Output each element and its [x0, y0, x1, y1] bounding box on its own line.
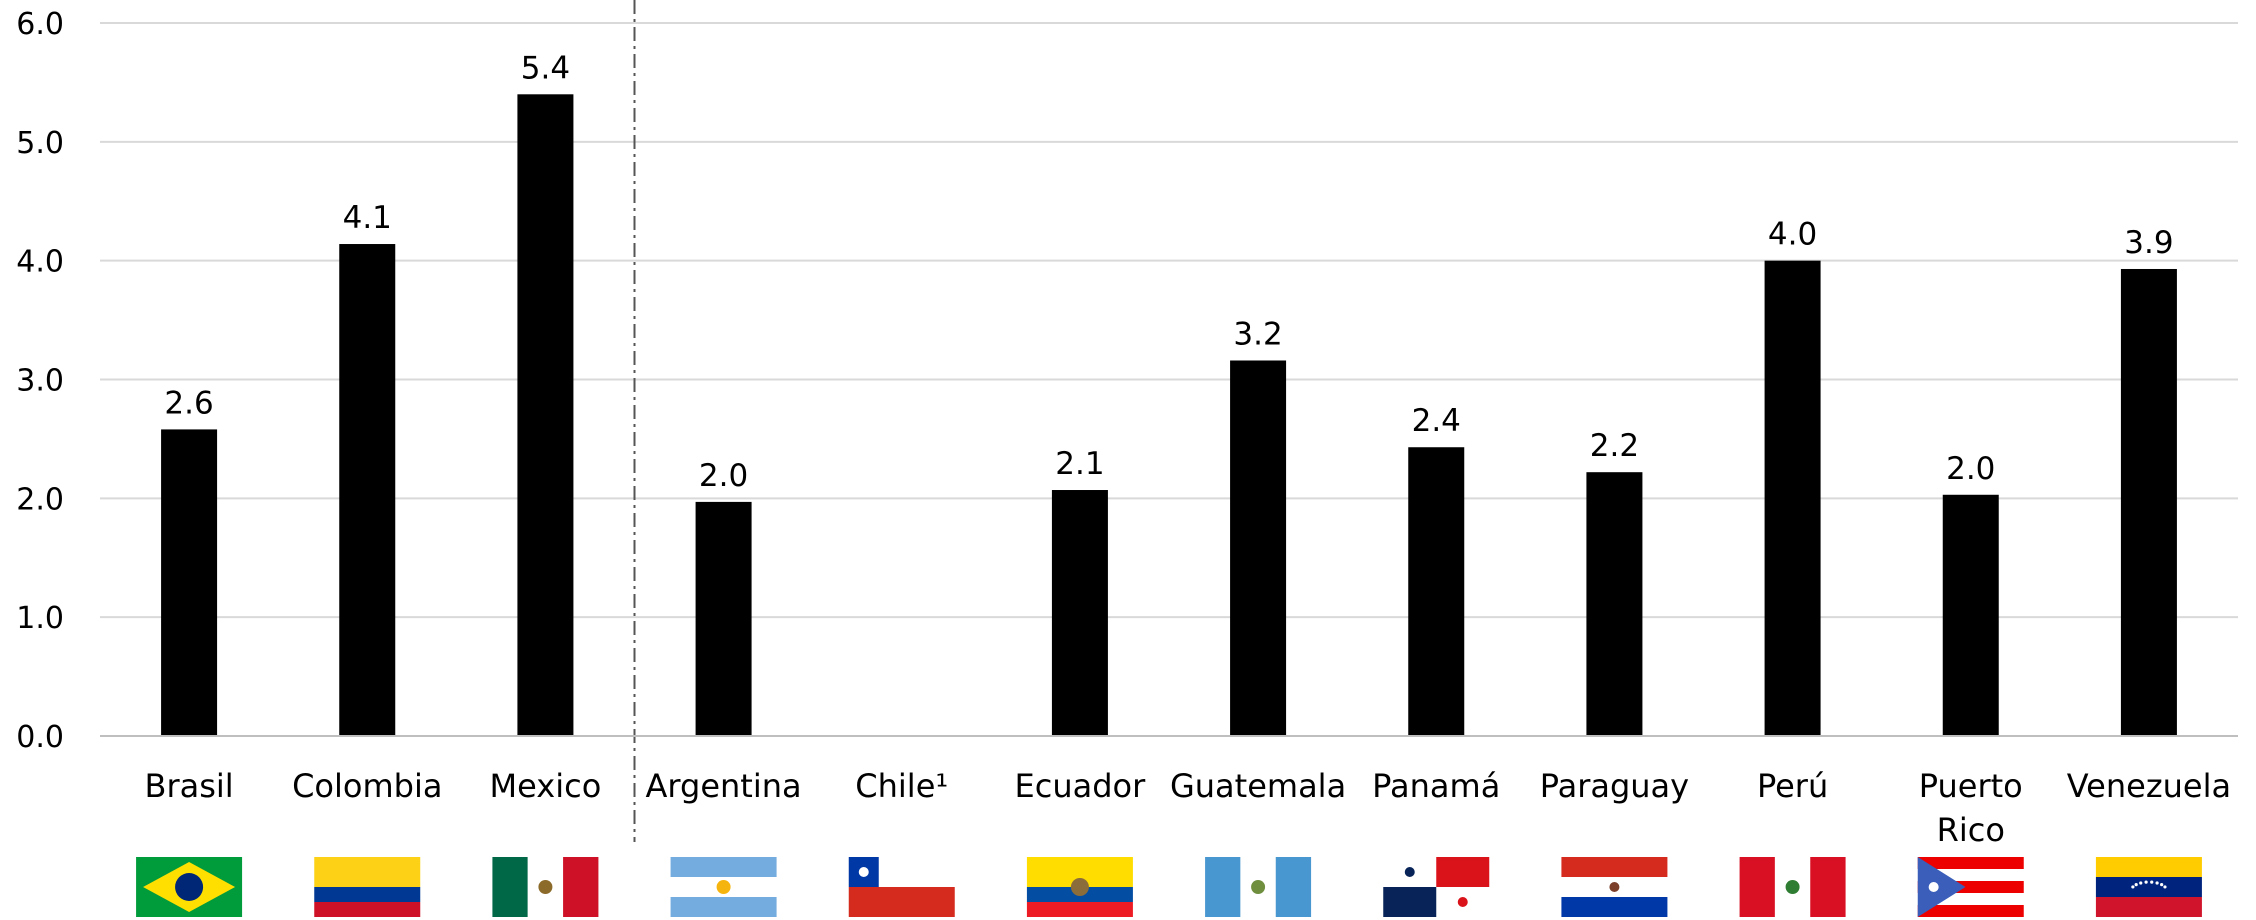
brazil-flag-icon [136, 857, 243, 917]
x-tick-label: Perú [1757, 767, 1828, 805]
bars [161, 94, 2177, 737]
bar [695, 501, 752, 736]
panama-flag-icon [1383, 857, 1490, 917]
bar [161, 429, 218, 736]
data-label: 3.9 [2124, 225, 2173, 261]
x-tick-label: Guatemala [1170, 767, 1346, 805]
puerto-rico-flag-icon [1917, 857, 2024, 917]
y-tick-label: 4.0 [16, 245, 64, 280]
data-label: 3.2 [1233, 316, 1282, 352]
flags-row [136, 857, 2202, 917]
data-label: 2.6 [164, 385, 213, 421]
x-tick-label: Mexico [490, 767, 602, 805]
x-tick-label: Brasil [144, 767, 233, 805]
x-tick-label: Venezuela [2067, 767, 2231, 805]
grid-lines [100, 22, 2238, 619]
x-tick-label: Paraguay [1540, 767, 1689, 805]
bar [2120, 268, 2177, 736]
x-tick-label: Puerto Rico [1919, 767, 2023, 849]
data-label: 5.4 [521, 50, 570, 86]
mexico-flag-icon [492, 857, 599, 917]
data-label: 4.1 [343, 200, 392, 236]
paraguay-flag-icon [1561, 857, 1668, 917]
y-tick-label: 1.0 [16, 601, 64, 636]
data-label: 4.0 [1768, 217, 1817, 253]
x-axis-labels: Brasil Colombia Mexico Argentina Chile¹ Ecuad… [144, 767, 2231, 849]
bar [339, 244, 396, 736]
y-tick-label: 3.0 [16, 364, 64, 399]
peru-flag-icon [1739, 857, 1846, 917]
data-label: 2.4 [1412, 403, 1461, 439]
argentina-flag-icon [670, 857, 777, 917]
data-label: 2.1 [1055, 446, 1104, 482]
chile-flag-icon [848, 857, 955, 917]
bar [1408, 447, 1465, 736]
colombia-flag-icon [314, 857, 421, 917]
x-tick-label: Panamá [1372, 767, 1500, 805]
x-tick-label: Argentina [646, 767, 802, 805]
bar [1230, 360, 1287, 736]
bar [1764, 260, 1821, 736]
x-tick-label: Chile¹ [855, 767, 948, 805]
data-label: 2.0 [699, 458, 748, 494]
bar [1586, 472, 1643, 736]
bar [1051, 490, 1108, 736]
x-tick-label: Ecuador [1015, 767, 1147, 805]
x-tick-label: Colombia [292, 767, 442, 805]
data-label: 2.0 [1946, 451, 1995, 487]
y-tick-label: 2.0 [16, 482, 64, 517]
data-label: 2.2 [1590, 428, 1639, 464]
bar [517, 94, 574, 737]
data-labels: 2.6 4.1 5.4 2.0 2.1 3.2 2.4 2.2 4.0 2.0 3.9 [164, 50, 2173, 494]
y-tick-label: 5.0 [16, 126, 64, 161]
ecuador-flag-icon [1026, 857, 1133, 917]
venezuela-flag-icon [2095, 857, 2202, 917]
y-tick-label: 0.0 [16, 720, 64, 755]
y-tick-label: 6.0 [16, 7, 64, 42]
guatemala-flag-icon [1205, 857, 1312, 917]
y-axis-ticks: 0.0 1.0 2.0 3.0 4.0 5.0 6.0 [16, 7, 64, 755]
bar [1942, 494, 1999, 736]
